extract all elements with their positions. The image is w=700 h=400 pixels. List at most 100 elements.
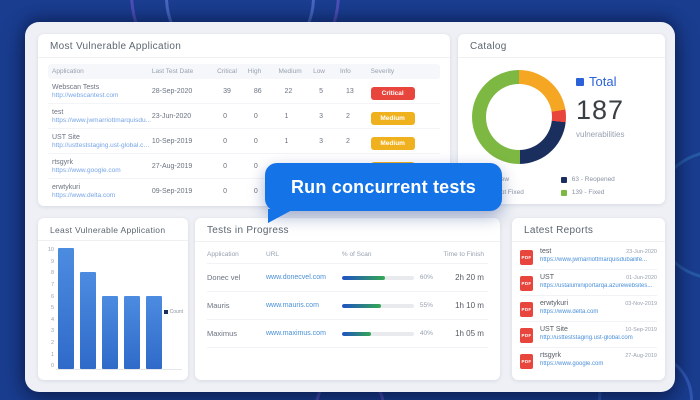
report-name: UST [540, 274, 554, 281]
progress-fill [341, 303, 382, 308]
col-scan-percent: % of Scan [341, 251, 372, 258]
table-header-row: Application URL % of Scan Time to Finish [207, 246, 488, 264]
report-date: 23-Jun-2020 [626, 249, 657, 255]
last-test-date: 09-Sep-2019 [151, 187, 193, 195]
tooltip-text: Run concurrent tests [290, 176, 477, 197]
report-url-link[interactable]: https://www.delta.com [540, 309, 599, 315]
app-name: test [52, 108, 64, 116]
app-url-link[interactable]: http://ustteststaging.ust-global.com [52, 142, 152, 150]
legend-label: 12 - Not Fixed [483, 189, 524, 196]
col-medium: Medium [278, 68, 302, 75]
table-row[interactable]: test https://www.jwmarriottmarquisdu... … [48, 104, 440, 129]
time-to-finish: 2h 20 m [455, 273, 484, 282]
least-vulnerable-bar-chart: 10 9 8 7 6 5 4 3 2 1 0 Count [46, 247, 183, 370]
app-url-link[interactable]: www.mauris.com [266, 302, 319, 309]
report-date: 03-Nov-2019 [625, 301, 657, 307]
legend-marker [560, 189, 567, 196]
pdf-file-icon: PDF [520, 354, 533, 369]
total-caption: vulnerabilities [576, 130, 625, 139]
donut-hole [486, 84, 552, 150]
progress-label: 60% [419, 274, 433, 281]
low-count: 3 [319, 137, 323, 145]
app-name: Donec vel [207, 273, 241, 282]
table-row[interactable]: Donec vel www.donecvel.com 60% 2h 20 m [207, 264, 488, 292]
app-url-link[interactable]: https://www.jwmarriottmarquisdu... [52, 117, 151, 125]
app-name: erwtykuri [52, 183, 81, 191]
col-url: URL [266, 251, 280, 258]
bars-area [56, 248, 182, 370]
y-tick: 5 [50, 305, 54, 312]
last-test-date: 10-Sep-2019 [151, 137, 193, 145]
table-row[interactable]: Webscan Tests http://webscantest.com 28-… [48, 79, 440, 104]
progress-fill [341, 331, 371, 336]
col-severity: Severity [370, 68, 395, 75]
reports-list: PDF test 23-Jun-2020 https://www.jwmarri… [520, 244, 657, 374]
medium-count: 22 [284, 87, 293, 95]
report-name: test [540, 248, 552, 255]
report-name: rtsgyrk [540, 352, 561, 359]
high-count: 0 [253, 112, 258, 120]
progress-bar [341, 303, 414, 308]
bar [146, 296, 162, 369]
app-name: Webscan Tests [52, 83, 100, 91]
critical-count: 0 [223, 112, 227, 120]
progress-label: 40% [419, 330, 433, 337]
tests-in-progress-panel: Tests in Progress Application URL % of S… [195, 218, 500, 380]
high-count: 0 [253, 162, 258, 170]
severity-badge: Critical [370, 87, 415, 100]
legend-item-fixed: 139 - Fixed [560, 189, 657, 196]
report-item[interactable]: PDF UST 01-Jun-2020 https://ustaluminipo… [520, 270, 657, 296]
critical-count: 0 [223, 162, 227, 170]
least-vulnerable-panel: Least Vulnerable Application 10 9 8 7 6 … [38, 218, 188, 380]
total-legend-marker [576, 77, 584, 86]
run-concurrent-tests-tooltip: Run concurrent tests [265, 163, 502, 223]
legend-label: 63 - Reopened [571, 176, 615, 183]
vulnerabilities-donut-chart [472, 70, 566, 164]
app-url-link[interactable]: http://webscantest.com [52, 92, 119, 100]
high-count: 0 [253, 137, 258, 145]
report-url-link[interactable]: https://www.jwmarriottmarquisdubailife..… [540, 257, 648, 263]
report-url-link[interactable]: https://ustaluminiportarqa.azurewebsites… [540, 283, 653, 289]
high-count: 86 [253, 87, 262, 95]
col-high: High [247, 68, 262, 75]
app-url-link[interactable]: www.donecvel.com [266, 274, 326, 281]
bar [58, 248, 74, 369]
pdf-file-icon: PDF [520, 250, 533, 265]
y-tick: 7 [50, 281, 54, 288]
table-row[interactable]: Maximus www.maximus.com 40% 1h 05 m [207, 320, 488, 348]
last-test-date: 28-Sep-2020 [151, 87, 193, 95]
y-axis: 10 9 8 7 6 5 4 3 2 1 0 [46, 247, 56, 370]
table-header-row: Application Last Test Date Critical High… [48, 64, 440, 79]
table-row[interactable]: UST Site http://ustteststaging.ust-globa… [48, 129, 440, 154]
report-item[interactable]: PDF UST Site 10-Sep-2019 http://usttests… [520, 322, 657, 348]
col-last-test-date: Last Test Date [151, 68, 194, 75]
report-url-link[interactable]: http://ustteststaging.ust-global.com [540, 335, 633, 341]
critical-count: 39 [223, 87, 231, 95]
report-name: erwtykuri [540, 300, 569, 307]
info-count: 2 [345, 137, 350, 145]
bar-chart-legend: Count [163, 309, 183, 315]
progress-bar [341, 331, 414, 336]
col-critical: Critical [217, 68, 237, 75]
app-url-link[interactable]: www.maximus.com [266, 330, 326, 337]
progress-label: 55% [419, 302, 433, 309]
legend-marker [560, 176, 567, 183]
app-url-link[interactable]: https://www.google.com [52, 167, 121, 175]
y-tick: 2 [50, 340, 54, 347]
app-name: rtsgyrk [52, 158, 73, 166]
time-to-finish: 1h 10 m [455, 301, 484, 310]
col-application: Application [207, 251, 239, 258]
col-info: Info [339, 68, 351, 75]
app-url-link[interactable]: https://www.delta.com [52, 192, 116, 200]
table-row[interactable]: Mauris www.mauris.com 55% 1h 10 m [207, 292, 488, 320]
time-to-finish: 1h 05 m [455, 329, 484, 338]
y-tick: 0 [50, 363, 54, 370]
dashboard-page: Most Vulnerable Application Application … [25, 22, 675, 392]
report-item[interactable]: PDF rtsgyrk 27-Aug-2019 https://www.goog… [520, 348, 657, 374]
col-low: Low [313, 68, 326, 75]
report-url-link[interactable]: https://www.google.com [540, 361, 604, 367]
info-count: 2 [345, 112, 350, 120]
report-item[interactable]: PDF test 23-Jun-2020 https://www.jwmarri… [520, 244, 657, 270]
report-item[interactable]: PDF erwtykuri 03-Nov-2019 https://www.de… [520, 296, 657, 322]
panel-title: Tests in Progress [195, 218, 500, 242]
